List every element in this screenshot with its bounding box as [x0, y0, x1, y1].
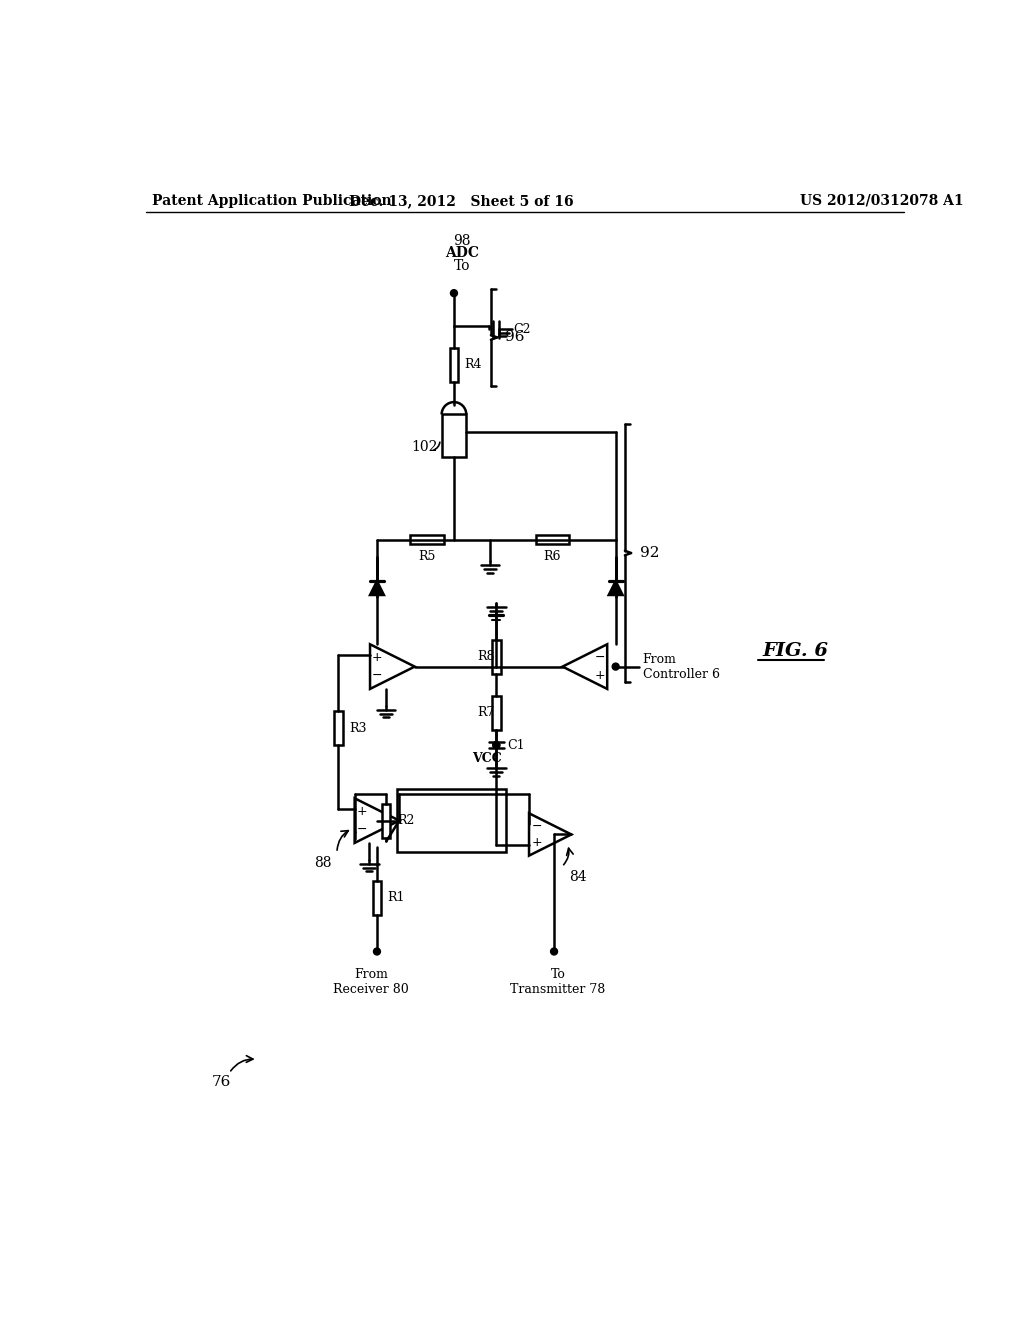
Text: R3: R3	[349, 722, 367, 735]
Circle shape	[451, 289, 458, 297]
Polygon shape	[608, 581, 623, 595]
Text: +: +	[595, 669, 605, 682]
FancyArrowPatch shape	[230, 1056, 253, 1071]
FancyArrowPatch shape	[433, 442, 440, 450]
Text: C1: C1	[507, 739, 524, 751]
Bar	[334, 711, 343, 744]
Circle shape	[551, 948, 557, 954]
Text: R4: R4	[465, 358, 482, 371]
Text: +: +	[356, 805, 367, 818]
Text: R6: R6	[544, 550, 561, 564]
Text: Patent Application Publication: Patent Application Publication	[153, 194, 392, 207]
Text: From
Controller 6: From Controller 6	[643, 652, 720, 681]
Polygon shape	[529, 813, 571, 855]
FancyArrowPatch shape	[337, 830, 348, 850]
Text: −: −	[595, 651, 605, 664]
Text: To: To	[454, 259, 470, 273]
Text: 88: 88	[314, 855, 332, 870]
Polygon shape	[370, 644, 415, 689]
Text: VCC: VCC	[472, 752, 502, 766]
Text: ADC: ADC	[444, 246, 478, 260]
Circle shape	[374, 948, 381, 954]
Bar	[450, 348, 458, 381]
Text: 102: 102	[412, 440, 438, 454]
Bar	[536, 536, 569, 544]
Text: −: −	[372, 669, 382, 682]
Text: To
Transmitter 78: To Transmitter 78	[510, 969, 605, 997]
Text: From
Receiver 80: From Receiver 80	[333, 969, 409, 997]
Text: +: +	[372, 651, 382, 664]
Text: C2: C2	[513, 323, 530, 335]
Text: R5: R5	[419, 550, 435, 564]
Text: R1: R1	[388, 891, 406, 904]
Bar	[410, 536, 444, 544]
Text: 76: 76	[212, 1076, 231, 1089]
Text: 96: 96	[505, 330, 524, 345]
Polygon shape	[562, 644, 607, 689]
Bar	[441, 414, 466, 457]
Text: 92: 92	[640, 546, 659, 560]
Text: R2: R2	[397, 814, 415, 828]
Text: Dec. 13, 2012   Sheet 5 of 16: Dec. 13, 2012 Sheet 5 of 16	[349, 194, 574, 207]
Bar	[493, 640, 501, 673]
Text: −: −	[356, 824, 367, 836]
Bar	[397, 789, 506, 853]
Text: R7: R7	[477, 706, 495, 719]
Circle shape	[493, 742, 500, 748]
Bar	[382, 804, 390, 838]
Text: −: −	[531, 820, 542, 833]
Polygon shape	[354, 799, 399, 843]
Polygon shape	[370, 581, 384, 595]
Text: +: +	[531, 837, 542, 850]
FancyArrowPatch shape	[563, 849, 573, 865]
Text: US 2012/0312078 A1: US 2012/0312078 A1	[801, 194, 964, 207]
Circle shape	[493, 742, 500, 748]
Bar	[493, 696, 501, 730]
Text: FIG. 6: FIG. 6	[762, 643, 828, 660]
Text: 98: 98	[453, 234, 470, 248]
Text: R8: R8	[477, 649, 495, 663]
Bar	[373, 880, 381, 915]
Circle shape	[612, 663, 620, 671]
Text: 84: 84	[569, 870, 587, 884]
